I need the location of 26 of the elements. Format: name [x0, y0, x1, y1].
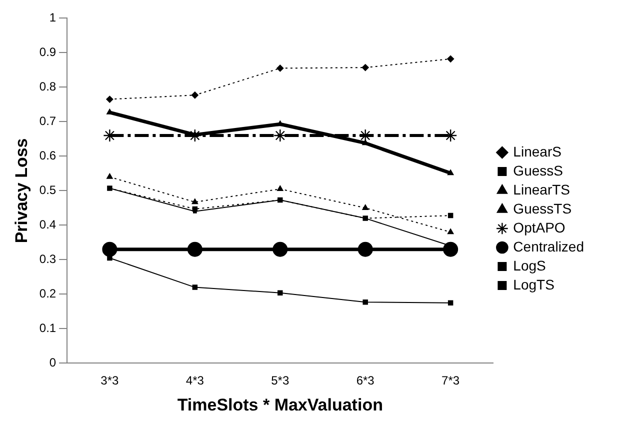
y-tick-label: 0.2 [39, 286, 56, 301]
x-tick-label: 7*3 [442, 374, 460, 388]
legend-label: LogTS [513, 276, 554, 292]
x-tick-label: 5*3 [271, 374, 290, 388]
y-tick-label: 0.6 [39, 148, 56, 163]
y-tick-label: 0.8 [39, 80, 56, 94]
y-tick-label: 0.1 [39, 321, 56, 336]
y-tick-label: 0.9 [39, 45, 56, 60]
legend-label: GuessS [513, 162, 563, 178]
y-axis-title: Privacy Loss [12, 138, 31, 244]
y-tick-label: 1 [49, 10, 56, 25]
y-tick-label: 0.3 [39, 252, 56, 266]
x-tick-label: 6*3 [356, 374, 375, 388]
y-tick-label: 0.7 [39, 114, 56, 128]
y-tick-label: 0.5 [39, 183, 56, 198]
x-tick-label: 3*3 [100, 374, 120, 388]
legend-label: OptAPO [513, 219, 566, 236]
y-tick-label: 0 [49, 356, 56, 370]
legend-label: LogS [513, 257, 546, 274]
legend-label: Centralized [513, 238, 584, 254]
legend-label: LinearS [513, 143, 562, 160]
y-tick-label: 0.4 [39, 218, 56, 232]
x-tick-label: 4*3 [186, 374, 204, 388]
x-axis-title: TimeSlots * MaxValuation [177, 395, 383, 414]
legend-label: LinearTS [513, 181, 570, 198]
legend-label: GuessTS [513, 200, 572, 216]
